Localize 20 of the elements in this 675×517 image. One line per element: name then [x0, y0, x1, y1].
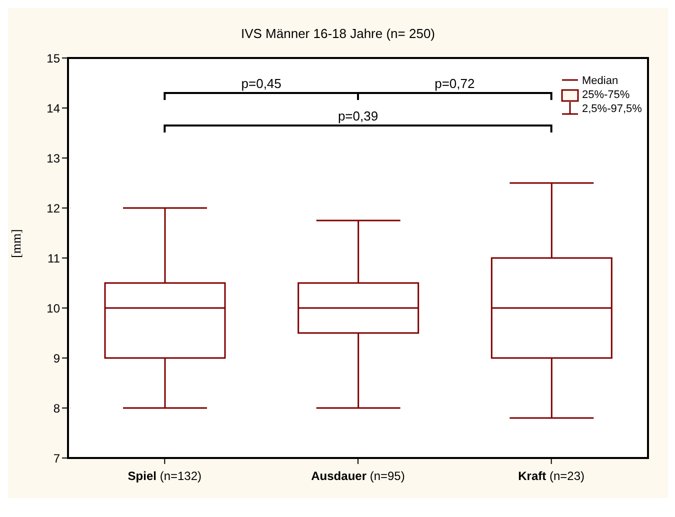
y-tick-label: 14 [46, 101, 60, 116]
x-tick-label: Ausdauer (n=95) [311, 469, 405, 483]
y-axis-title: [mm] [8, 229, 24, 258]
y-tick-label: 7 [53, 451, 60, 466]
chart-title: IVS Männer 16-18 Jahre (n= 250) [240, 26, 436, 41]
annotation: 25%-75% [582, 89, 630, 101]
annotation: Median [582, 75, 618, 87]
y-tick-label: 8 [53, 401, 60, 416]
annotation: p=0,45 [241, 76, 282, 91]
y-tick-label: 9 [53, 351, 60, 366]
annotation: 2,5%-97,5% [582, 103, 642, 115]
annotation: p=0,72 [434, 76, 475, 91]
x-tick-label: Kraft (n=23) [518, 469, 585, 483]
y-tick-label: 11 [48, 251, 60, 266]
annotation: p=0,39 [338, 108, 378, 124]
x-tick-label: Spiel (n=132) [128, 469, 202, 483]
y-tick-label: 15 [46, 51, 60, 66]
y-tick-label: 13 [46, 151, 60, 166]
y-tick-label: 10 [46, 301, 60, 316]
y-tick-label: 12 [46, 201, 60, 216]
